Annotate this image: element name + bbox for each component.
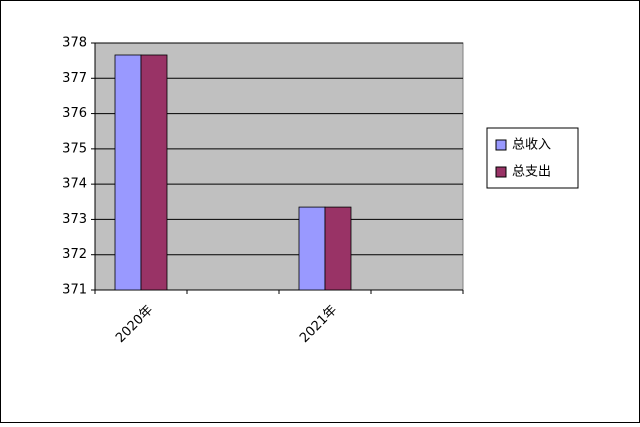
legend-label: 总支出 <box>512 165 551 180</box>
legend-swatch <box>495 166 507 178</box>
y-tick-label: 377 <box>62 71 87 86</box>
bar <box>298 206 326 291</box>
y-tick-label: 372 <box>62 247 87 262</box>
y-tick-label: 373 <box>62 212 87 227</box>
y-tick-label: 374 <box>62 177 87 192</box>
y-tick-label: 371 <box>62 283 87 298</box>
bar <box>114 54 142 291</box>
y-tick-label: 376 <box>62 106 87 121</box>
y-tick-label: 375 <box>62 141 87 156</box>
y-tick-label: 378 <box>62 36 87 51</box>
bar <box>140 54 168 291</box>
legend-swatch <box>495 139 507 151</box>
legend-box <box>486 127 579 189</box>
bar <box>324 206 352 291</box>
legend-label: 总收入 <box>512 138 551 153</box>
